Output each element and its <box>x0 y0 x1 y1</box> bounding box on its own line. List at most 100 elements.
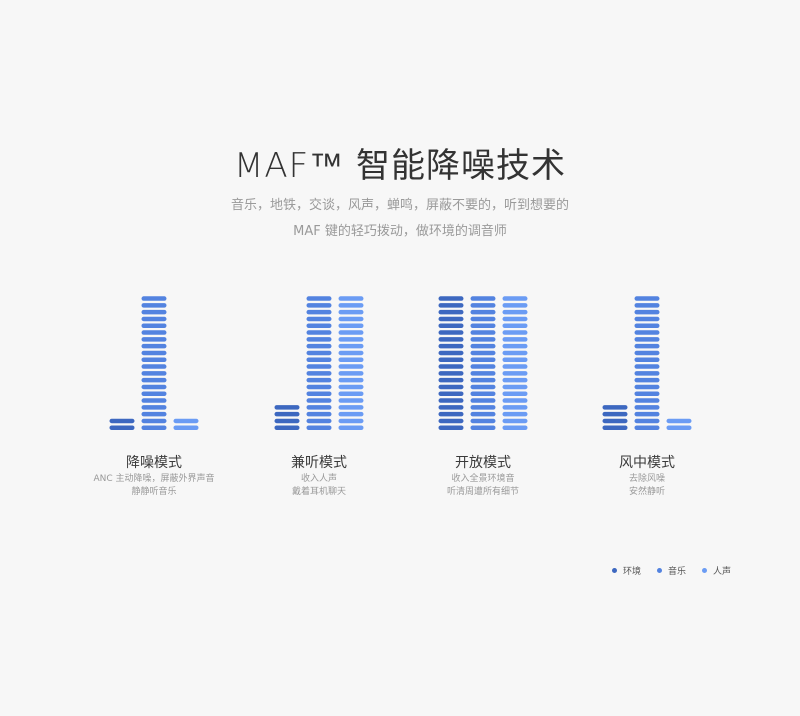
bar-segment <box>438 357 464 362</box>
bar-segment <box>306 337 332 342</box>
bar-segment <box>502 384 528 390</box>
bar-segment <box>634 405 660 410</box>
bar-segment <box>141 350 167 356</box>
bar-segment <box>634 303 660 308</box>
bar-segment <box>306 405 332 410</box>
bar-segment <box>438 330 464 335</box>
bar-segment <box>274 411 300 417</box>
bar-segment <box>338 371 364 376</box>
chart-legend: 环境 音乐 人声 <box>612 564 731 577</box>
bar-segment <box>306 316 332 322</box>
bar-segment <box>338 418 364 424</box>
bar-segment <box>338 309 364 315</box>
bar-segment <box>502 398 528 403</box>
bar-segment <box>306 357 332 362</box>
bar-segment <box>306 296 332 301</box>
bar-segment <box>306 364 332 369</box>
bar-segment <box>470 330 496 335</box>
bar-segment <box>438 343 464 349</box>
bar-segment <box>634 350 660 356</box>
bar-segment <box>306 323 332 328</box>
bar-segment <box>306 384 332 390</box>
bar-segment <box>141 323 167 328</box>
bar-segment <box>438 384 464 390</box>
bar-segment <box>634 398 660 403</box>
bar-segment <box>634 364 660 369</box>
bar-segment <box>502 411 528 417</box>
bar-segment <box>338 316 364 322</box>
bar-segment <box>634 391 660 396</box>
bar-segment <box>141 391 167 396</box>
mode-desc-wind-2: 安然静听 <box>628 487 665 497</box>
bar-segment <box>634 316 660 322</box>
bar-segment <box>470 377 496 383</box>
bar-segment <box>470 316 496 322</box>
subtitle-line-2: MAF 键的轻巧拨动，做环境的调音师 <box>293 224 507 239</box>
bar-segment <box>338 350 364 356</box>
bar-music <box>141 296 167 430</box>
bar-segment <box>438 391 464 396</box>
bar-segment <box>470 391 496 396</box>
legend-label-voice: 人声 <box>713 567 732 577</box>
bar-segment <box>470 337 496 342</box>
bar-segment <box>338 343 364 349</box>
bar-segment <box>502 371 528 376</box>
bar-segment <box>470 364 496 369</box>
bar-segment <box>338 411 364 417</box>
bar-segment <box>502 391 528 396</box>
bar-segment <box>502 337 528 342</box>
subtitle-line-1: 音乐，地铁，交谈，风声，蝉鸣，屏蔽不要的，听到想要的 <box>230 198 569 213</box>
bar-segment <box>634 357 660 362</box>
mode-desc-wind-1: 去除风噪 <box>628 474 665 484</box>
bar-segment <box>141 384 167 390</box>
noise-mode-chart <box>109 296 692 430</box>
bar-segment <box>502 425 528 430</box>
bar-segment <box>338 425 364 430</box>
bar-segment <box>438 350 464 356</box>
bar-segment <box>634 330 660 335</box>
bar-segment <box>338 364 364 369</box>
bar-segment <box>602 418 628 424</box>
bar-segment <box>470 323 496 328</box>
legend-label-music: 音乐 <box>668 567 687 577</box>
bar-segment <box>634 296 660 301</box>
bar-segment <box>438 316 464 322</box>
bar-segment <box>634 323 660 328</box>
bar-segment <box>602 425 628 430</box>
page-title: MAF™ 智能降噪技术 <box>234 146 566 186</box>
bar-segment <box>470 405 496 410</box>
bar-segment <box>338 398 364 403</box>
bar-segment <box>470 384 496 390</box>
bar-segment <box>338 384 364 390</box>
bar-segment <box>602 405 628 410</box>
bar-segment <box>634 309 660 315</box>
mode-name-open: 开放模式 <box>455 455 511 471</box>
bar-segment <box>438 425 464 430</box>
bar-segment <box>141 405 167 410</box>
legend-item-environment: 环境 <box>612 564 641 577</box>
bar-segment <box>438 398 464 403</box>
bar-voice <box>173 418 199 430</box>
bar-segment <box>109 418 135 424</box>
bar-environment <box>109 418 135 430</box>
bar-segment <box>306 377 332 383</box>
bar-segment <box>338 337 364 342</box>
bar-segment <box>306 371 332 376</box>
bar-segment <box>141 337 167 342</box>
bar-segment <box>502 303 528 308</box>
bar-segment <box>338 296 364 301</box>
bar-segment <box>338 330 364 335</box>
bar-segment <box>634 425 660 430</box>
bar-segment <box>306 343 332 349</box>
bar-segment <box>470 343 496 349</box>
bar-segment <box>438 337 464 342</box>
bar-segment <box>438 309 464 315</box>
bar-segment <box>470 303 496 308</box>
mode-group <box>438 296 528 430</box>
bar-segment <box>502 296 528 301</box>
bar-segment <box>306 391 332 396</box>
bar-segment <box>502 323 528 328</box>
bar-segment <box>438 405 464 410</box>
bar-voice <box>338 296 364 430</box>
legend-item-music: 音乐 <box>657 564 686 577</box>
